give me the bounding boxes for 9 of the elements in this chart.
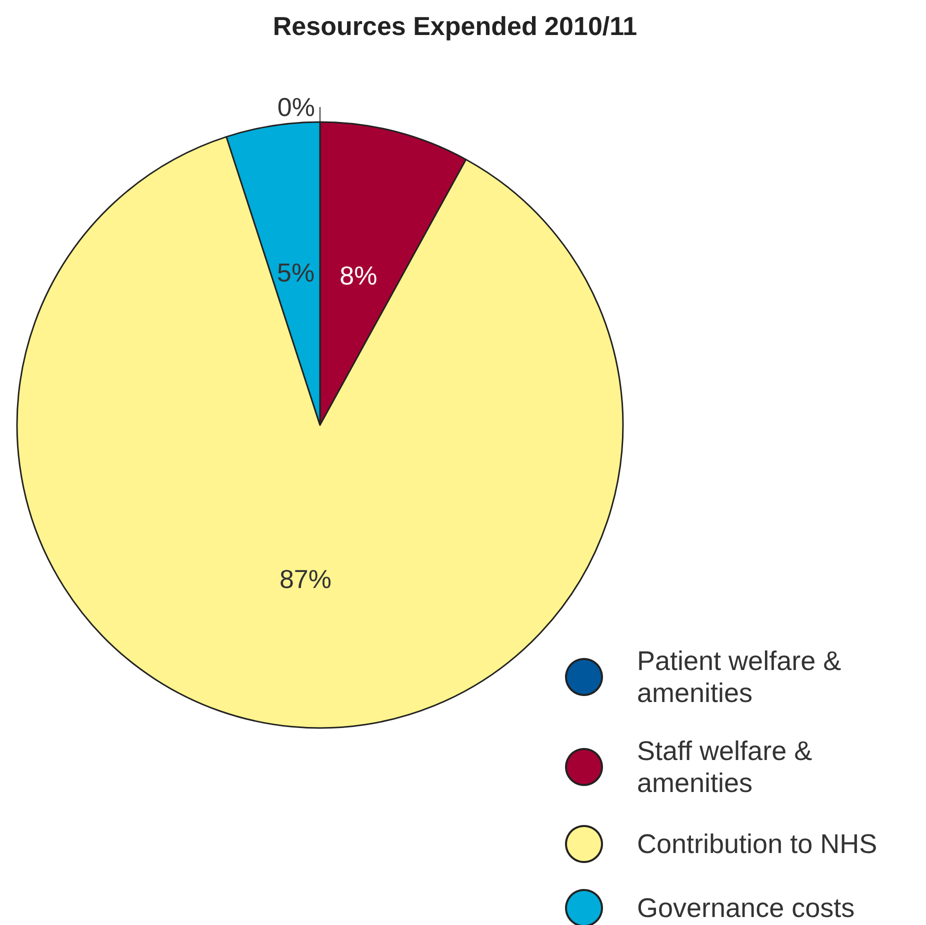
data-label: 87%: [279, 564, 332, 594]
legend-label: Staff welfare & amenities: [637, 736, 820, 798]
data-label: 5%: [277, 257, 315, 288]
chart-title: Resources Expended 2010/11: [272, 11, 638, 41]
legend-label: Contribution to NHS: [637, 829, 878, 859]
legend-label: Governance costs: [637, 893, 855, 923]
data-label: 8%: [340, 260, 378, 290]
legend-label: Patient welfare & amenities: [637, 646, 849, 708]
text: 0%: [277, 92, 315, 122]
